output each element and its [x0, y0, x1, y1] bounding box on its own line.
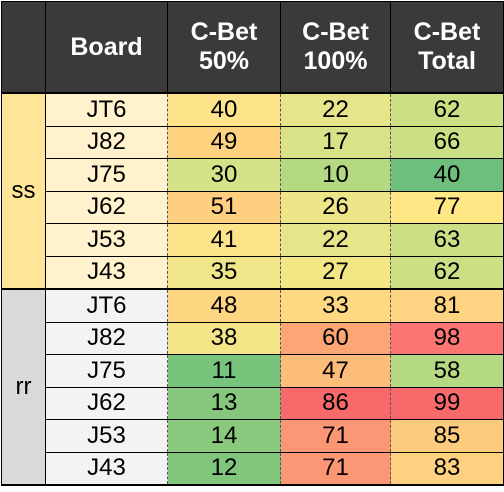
cbet-100-cell: 86 — [280, 386, 391, 420]
cbet-100-cell: 10 — [280, 158, 391, 192]
cbet-50-cell: 12 — [167, 451, 281, 486]
cbet-100-cell: 60 — [280, 321, 391, 355]
table-row: J43 12 71 83 — [2, 451, 504, 486]
cbet-total-cell: 58 — [390, 354, 504, 388]
table-row: J82 38 60 98 — [2, 321, 504, 355]
table-row: J53 14 71 85 — [2, 419, 504, 453]
cbet-50-cell: 38 — [167, 321, 281, 355]
group-label-ss: ss — [1, 92, 46, 290]
cbet-100-header-cell: C-Bet 100% — [280, 1, 391, 94]
cbet-50-cell: 41 — [167, 223, 281, 257]
table-row: J75 11 47 58 — [2, 354, 504, 388]
cbet-100-cell: 17 — [280, 125, 391, 159]
cbet-100-cell: 71 — [280, 419, 391, 453]
cbet-total-cell: 99 — [390, 386, 504, 420]
board-cell: JT6 — [45, 92, 168, 127]
cbet-100-cell: 27 — [280, 255, 391, 290]
cbet-total-cell: 85 — [390, 419, 504, 453]
cbet-100-cell: 47 — [280, 354, 391, 388]
cbet-50-cell: 35 — [167, 255, 281, 290]
cbet-total-cell: 62 — [390, 255, 504, 290]
cbet-100-cell: 71 — [280, 451, 391, 486]
header-line: 50% — [198, 47, 250, 75]
cbet-total-cell: 66 — [390, 125, 504, 159]
cbet-total-cell: 40 — [390, 158, 504, 192]
group-header-cell — [1, 1, 46, 94]
board-cell: J43 — [45, 255, 168, 290]
cbet-total-cell: 63 — [390, 223, 504, 257]
table-row: rr JT6 48 33 81 — [1, 288, 504, 486]
board-cell: J43 — [45, 451, 168, 486]
cbet-total-header-cell: C-Bet Total — [390, 1, 504, 94]
cbet-50-cell: 51 — [167, 190, 281, 224]
board-cell: J82 — [45, 125, 168, 159]
cbet-total-cell: 83 — [390, 451, 504, 486]
table-row: J43 35 27 62 — [2, 255, 504, 290]
cbet-50-cell: 30 — [167, 158, 281, 192]
board-cell: J53 — [45, 223, 168, 257]
board-cell: J53 — [45, 419, 168, 453]
table-row: J75 30 10 40 — [2, 158, 504, 192]
table-row: J82 49 17 66 — [2, 125, 504, 159]
cbet-100-cell: 33 — [280, 288, 391, 323]
group-label-rr: rr — [1, 288, 46, 486]
table-row: J62 51 26 77 — [2, 190, 504, 224]
header-line: Total — [418, 47, 476, 75]
header-line: Board — [70, 32, 143, 61]
table-row: J53 41 22 63 — [2, 223, 504, 257]
board-cell: J62 — [45, 386, 168, 420]
header-line: C-Bet — [302, 18, 369, 46]
cbet-50-cell: 49 — [167, 125, 281, 159]
board-cell: J75 — [45, 158, 168, 192]
board-header-cell: Board — [45, 1, 168, 94]
cbet-50-cell: 48 — [167, 288, 281, 323]
cbet-total-cell: 98 — [390, 321, 504, 355]
header-line: 100% — [303, 47, 368, 75]
table-row: J62 13 86 99 — [2, 386, 504, 420]
cbet-100-cell: 22 — [280, 223, 391, 257]
cbet-50-header-cell: C-Bet 50% — [167, 1, 281, 94]
board-cell: J82 — [45, 321, 168, 355]
header-row: Board C-Bet 50% C-Bet 100% C-Bet Total — [1, 1, 504, 94]
table-body: ss JT6 40 22 62 J82 49 17 66 J75 30 10 40 J62 51 26 77 J5… — [1, 92, 504, 486]
header-line: C-Bet — [190, 18, 258, 46]
board-cell: J75 — [45, 354, 168, 388]
cbet-100-cell: 26 — [280, 190, 391, 224]
board-cell: JT6 — [45, 288, 168, 323]
cbet-100-cell: 22 — [280, 92, 391, 127]
board-cell: J62 — [45, 190, 168, 224]
cbet-50-cell: 11 — [167, 354, 281, 388]
table-row: ss JT6 40 22 62 — [1, 92, 504, 290]
cbet-50-cell: 14 — [167, 419, 281, 453]
header-line: C-Bet — [413, 18, 481, 46]
cbet-50-cell: 40 — [167, 92, 281, 127]
cbet-total-cell: 81 — [390, 288, 504, 323]
cbet-total-cell: 77 — [390, 190, 504, 224]
cbet-total-cell: 62 — [390, 92, 504, 127]
cbet-50-cell: 13 — [167, 386, 281, 420]
